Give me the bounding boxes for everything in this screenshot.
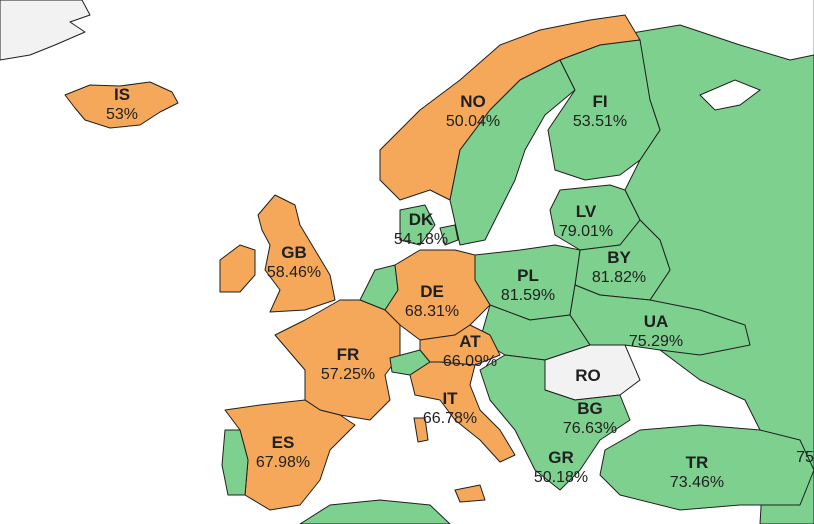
country-value-dk: 54.18%	[394, 231, 448, 248]
country-code-lv: LV	[576, 202, 597, 221]
country-value-bg: 76.63%	[563, 420, 617, 437]
country-code-fr: FR	[337, 345, 360, 364]
country-value-fi: 53.51%	[573, 113, 627, 130]
region-greenland[interactable]	[0, 0, 91, 61]
country-value-tr: 73.46%	[670, 474, 724, 491]
country-code-ua: UA	[644, 312, 669, 331]
country-code-pl: PL	[517, 266, 539, 285]
country-value-it: 66.78%	[423, 410, 477, 427]
country-value-is: 53%	[106, 106, 138, 123]
country-code-es: ES	[272, 433, 295, 452]
country-code-by: BY	[607, 248, 631, 267]
region-austria[interactable]	[419, 324, 501, 366]
country-value-pl: 81.59%	[501, 287, 555, 304]
region-baltic-gap	[699, 79, 762, 111]
country-value-es: 67.98%	[256, 454, 310, 471]
country-code-dk: DK	[409, 210, 434, 229]
region-sicily[interactable]	[454, 484, 486, 503]
region-denmark[interactable]	[399, 204, 436, 246]
country-value-by: 81.82%	[592, 269, 646, 286]
country-value-de: 68.31%	[405, 303, 459, 320]
country-value-edge: 75	[796, 449, 814, 466]
region-great-britain[interactable]	[257, 194, 336, 313]
country-value-fr: 57.25%	[321, 366, 375, 383]
region-italy[interactable]	[409, 361, 516, 463]
region-denmark-island[interactable]	[439, 224, 459, 246]
region-portugal[interactable]	[221, 429, 249, 496]
region-sardinia[interactable]	[413, 417, 429, 443]
region-north-africa[interactable]	[299, 499, 451, 524]
country-value-ua: 75.29%	[629, 333, 683, 350]
country-value-gr: 50.18%	[534, 469, 588, 486]
country-code-fi: FI	[592, 92, 607, 111]
country-code-at: AT	[459, 332, 481, 351]
country-code-it: IT	[442, 389, 458, 408]
country-value-lv: 79.01%	[559, 223, 613, 240]
region-ireland[interactable]	[219, 244, 256, 293]
country-value-gb: 58.46%	[267, 264, 321, 281]
country-code-gb: GB	[281, 243, 307, 262]
country-value-no: 50.04%	[446, 113, 500, 130]
region-finland[interactable]	[547, 39, 661, 181]
country-code-gr: GR	[548, 448, 574, 467]
region-iceland[interactable]	[64, 81, 179, 129]
country-code-bg: BG	[577, 399, 603, 418]
region-balkans[interactable]	[479, 354, 631, 491]
region-sweden[interactable]	[449, 59, 576, 246]
region-turkey[interactable]	[599, 424, 814, 511]
country-code-no: NO	[460, 92, 486, 111]
country-value-at: 66.09%	[443, 353, 497, 370]
country-code-is: IS	[114, 85, 130, 104]
country-code-de: DE	[420, 282, 444, 301]
country-code-tr: TR	[686, 453, 709, 472]
country-code-ro: RO	[575, 366, 601, 385]
